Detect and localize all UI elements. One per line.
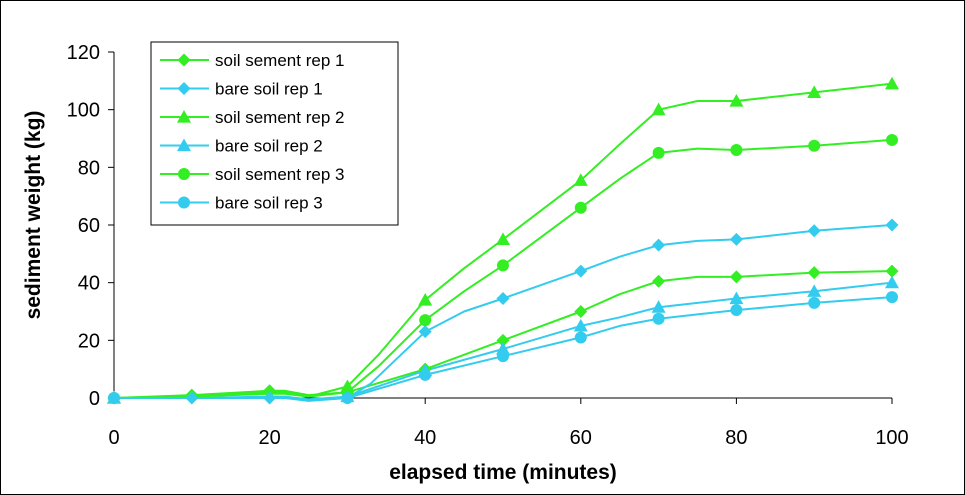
data-point [886, 133, 898, 146]
data-point [885, 76, 899, 90]
legend-entry-label: soil sement rep 1 [215, 51, 344, 70]
data-point [730, 144, 743, 157]
y-tick-label: 20 [78, 330, 100, 352]
legend-entry-label: bare soil rep 1 [215, 80, 323, 99]
x-tick-label: 80 [725, 427, 747, 449]
legend: soil sement rep 1 bare soil rep 1 soil sem… [150, 41, 399, 226]
data-point [496, 232, 510, 246]
data-point [573, 318, 588, 332]
x-tick-label: 100 [875, 427, 908, 449]
data-point [729, 270, 743, 284]
data-point [652, 238, 666, 252]
y-tick-label: 0 [89, 388, 100, 410]
series-line-5 [113, 138, 893, 399]
x-tick-label: 60 [570, 427, 592, 449]
data-point [418, 325, 432, 339]
y-tick-label: 100 [67, 100, 100, 122]
legend-box [150, 41, 399, 226]
data-point [652, 274, 666, 288]
data-point [807, 284, 822, 297]
y-tick-label: 80 [78, 157, 100, 179]
data-point [574, 264, 588, 278]
series-markers [107, 76, 899, 405]
legend-marker [178, 196, 190, 209]
data-point [263, 384, 277, 398]
data-point [108, 392, 120, 404]
legend-entry-label: soil sement rep 3 [215, 165, 344, 184]
data-point [573, 173, 588, 186]
data-point [808, 139, 821, 152]
legend-entry-label: bare soil rep 3 [215, 194, 323, 213]
data-point [263, 391, 277, 405]
y-tick-label: 40 [78, 273, 100, 295]
y-axis-title: sediment weight (kg) [22, 111, 45, 320]
data-point [808, 296, 821, 309]
data-point [497, 259, 509, 272]
data-point [419, 368, 432, 381]
data-point [652, 312, 665, 325]
data-point [885, 218, 899, 232]
legend-marker [178, 168, 190, 180]
legend-entry-label: soil sement rep 2 [215, 108, 344, 127]
x-tick-label: 20 [258, 427, 280, 449]
data-point [651, 102, 666, 116]
data-point [729, 291, 744, 305]
data-point [807, 85, 822, 98]
data-point [651, 300, 666, 313]
data-point [496, 333, 510, 347]
data-point [730, 304, 743, 317]
data-point [885, 264, 899, 278]
data-point [885, 275, 899, 289]
x-tick-label: 40 [414, 427, 436, 449]
data-point [185, 391, 199, 405]
data-point [497, 350, 509, 363]
data-point [418, 292, 433, 306]
data-point [496, 292, 510, 306]
y-tick-label: 120 [67, 42, 100, 64]
data-point [574, 305, 588, 318]
x-axis-title: elapsed time (minutes) [389, 461, 617, 484]
data-point [729, 94, 744, 107]
axes: 0 20 40 60 80 100 120 0 20 40 60 80 100 [67, 42, 909, 449]
data-point [886, 291, 898, 304]
legend-marker [177, 82, 191, 95]
data-point [652, 146, 665, 159]
data-point [729, 232, 743, 246]
y-tick-label: 60 [78, 215, 100, 237]
series-line-2 [114, 224, 893, 402]
data-point [419, 314, 432, 327]
legend-entry-label: bare soil rep 2 [215, 137, 323, 156]
data-point [574, 331, 587, 344]
legend-marker [177, 138, 191, 152]
series-line-3 [113, 82, 893, 399]
legend-marker [177, 110, 191, 123]
legend-marker [177, 53, 191, 67]
data-point [574, 201, 587, 214]
x-tick-label: 0 [108, 427, 119, 449]
data-point [807, 224, 821, 238]
data-point [341, 392, 354, 404]
data-point [807, 266, 821, 280]
